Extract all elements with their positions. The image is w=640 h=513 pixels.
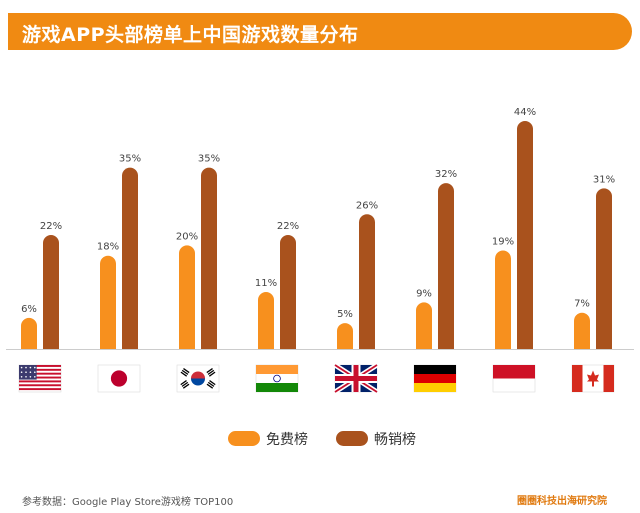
bar-free-4	[258, 292, 274, 349]
bar-free-5	[337, 323, 353, 349]
brand-label: 圈圈科技出海研究院	[517, 496, 607, 507]
canada-flag-icon	[571, 364, 615, 393]
bar-grossing-3	[201, 167, 217, 349]
data-label-free-8: 7%	[574, 299, 590, 310]
data-label-grossing-6: 32%	[435, 169, 457, 180]
data-label-grossing-1: 22%	[40, 221, 62, 232]
bar-free-7	[495, 250, 511, 349]
data-label-free-6: 9%	[416, 288, 432, 299]
korea-flag-icon	[176, 364, 220, 393]
bar-grossing-2	[122, 167, 138, 349]
data-label-grossing-8: 31%	[593, 174, 615, 185]
bar-grossing-6	[438, 183, 454, 349]
data-label-free-7: 19%	[492, 237, 514, 248]
data-label-free-2: 18%	[97, 242, 119, 253]
bar-free-2	[100, 255, 116, 349]
data-label-grossing-7: 44%	[514, 107, 536, 118]
title-banner: 游戏APP头部榜单上中国游戏数量分布	[8, 13, 632, 50]
legend-label-free: 免费榜	[266, 432, 308, 448]
source-note: 参考数据：Google Play Store游戏榜 TOP100	[22, 497, 234, 508]
data-label-free-4: 11%	[255, 278, 277, 289]
bar-grossing-7	[517, 121, 533, 349]
bar-grossing-8	[596, 188, 612, 349]
japan-flag-icon	[97, 364, 141, 393]
legend-swatch-grossing	[336, 431, 368, 446]
usa-flag-icon	[18, 364, 62, 393]
chart-title: 游戏APP头部榜单上中国游戏数量分布	[22, 24, 359, 46]
data-label-grossing-4: 22%	[277, 221, 299, 232]
data-label-free-5: 5%	[337, 309, 353, 320]
germany-flag-icon	[413, 364, 457, 393]
legend: 免费榜 畅销榜	[0, 428, 640, 452]
legend-swatch-free	[228, 431, 260, 446]
indonesia-flag-icon	[492, 364, 536, 393]
data-label-free-1: 6%	[21, 304, 37, 315]
bar-free-3	[179, 245, 195, 349]
data-label-free-3: 20%	[176, 231, 198, 242]
bar-grossing-4	[280, 235, 296, 349]
india-flag-icon	[255, 364, 299, 393]
data-label-grossing-3: 35%	[198, 154, 220, 165]
data-label-grossing-5: 26%	[356, 200, 378, 211]
bar-free-8	[574, 312, 590, 349]
bar-free-6	[416, 302, 432, 349]
bar-grossing-5	[359, 214, 375, 349]
uk-flag-icon	[333, 362, 379, 395]
bar-free-1	[21, 317, 37, 349]
legend-label-grossing: 畅销榜	[374, 432, 416, 448]
bar-grossing-1	[43, 235, 59, 349]
data-label-grossing-2: 35%	[119, 154, 141, 165]
